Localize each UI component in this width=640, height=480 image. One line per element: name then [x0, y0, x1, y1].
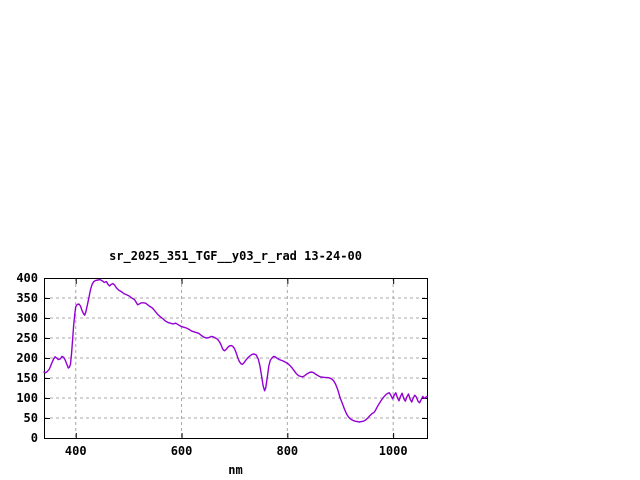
svg-text:0: 0: [31, 431, 38, 445]
svg-text:250: 250: [16, 331, 38, 345]
svg-text:400: 400: [16, 271, 38, 285]
svg-text:150: 150: [16, 371, 38, 385]
svg-text:100: 100: [16, 391, 38, 405]
chart-title: sr_2025_351_TGF__y03_r_rad 13-24-00: [109, 249, 362, 263]
plot-border: [44, 278, 428, 439]
svg-text:400: 400: [65, 444, 87, 458]
x-tick-labels: 400 600 800 1000: [65, 444, 408, 458]
spectrum-curve: [43, 278, 428, 423]
svg-text:800: 800: [276, 444, 298, 458]
svg-text:50: 50: [24, 411, 38, 425]
svg-text:600: 600: [171, 444, 193, 458]
svg-text:300: 300: [16, 311, 38, 325]
svg-text:200: 200: [16, 351, 38, 365]
y-tick-labels: 0 50 100 150 200 250 300 350 400: [16, 271, 38, 445]
svg-text:350: 350: [16, 291, 38, 305]
svg-text:1000: 1000: [379, 444, 408, 458]
gridlines: [44, 278, 427, 438]
x-axis-label: nm: [228, 463, 243, 477]
